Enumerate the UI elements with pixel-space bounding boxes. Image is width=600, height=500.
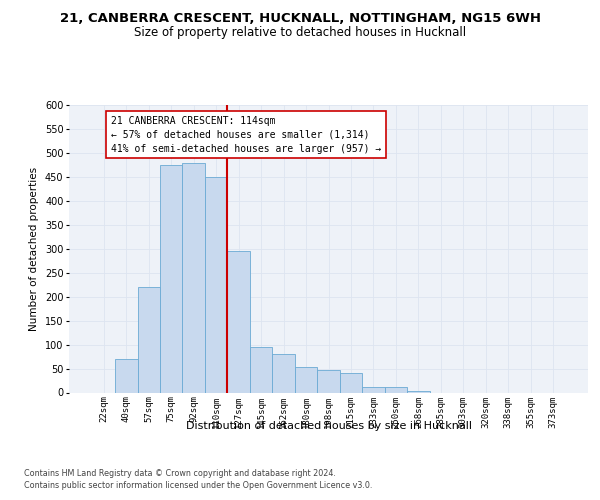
Text: Contains public sector information licensed under the Open Government Licence v3: Contains public sector information licen… bbox=[24, 481, 373, 490]
Bar bbox=[272, 354, 295, 393]
Bar bbox=[295, 367, 317, 392]
Bar bbox=[160, 165, 182, 392]
Y-axis label: Number of detached properties: Number of detached properties bbox=[29, 166, 39, 331]
Bar bbox=[362, 387, 385, 392]
Bar bbox=[227, 251, 250, 392]
Bar bbox=[205, 177, 227, 392]
Text: 21, CANBERRA CRESCENT, HUCKNALL, NOTTINGHAM, NG15 6WH: 21, CANBERRA CRESCENT, HUCKNALL, NOTTING… bbox=[59, 12, 541, 26]
Bar bbox=[407, 391, 430, 392]
Text: Size of property relative to detached houses in Hucknall: Size of property relative to detached ho… bbox=[134, 26, 466, 39]
Text: Contains HM Land Registry data © Crown copyright and database right 2024.: Contains HM Land Registry data © Crown c… bbox=[24, 469, 336, 478]
Text: Distribution of detached houses by size in Hucknall: Distribution of detached houses by size … bbox=[186, 421, 472, 431]
Text: 21 CANBERRA CRESCENT: 114sqm
← 57% of detached houses are smaller (1,314)
41% of: 21 CANBERRA CRESCENT: 114sqm ← 57% of de… bbox=[110, 116, 381, 154]
Bar bbox=[317, 370, 340, 392]
Bar bbox=[182, 164, 205, 392]
Bar bbox=[340, 374, 362, 392]
Bar bbox=[137, 287, 160, 393]
Bar bbox=[385, 387, 407, 392]
Bar bbox=[115, 359, 137, 392]
Bar bbox=[250, 347, 272, 393]
